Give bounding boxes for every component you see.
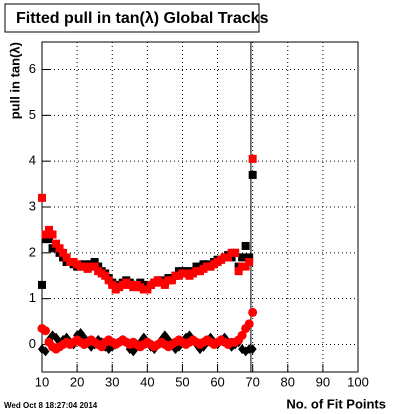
- marker: [62, 253, 71, 262]
- y-tick-label: 0: [29, 336, 36, 351]
- x-tick-label: 30: [105, 374, 119, 389]
- marker: [245, 258, 254, 266]
- y-axis-label: pull in tan(λ): [7, 42, 22, 119]
- marker: [248, 344, 257, 355]
- y-tick-label: 6: [29, 61, 36, 76]
- marker: [224, 253, 233, 262]
- marker: [237, 330, 247, 340]
- x-tick-label: 50: [175, 374, 189, 389]
- marker: [245, 253, 254, 262]
- marker: [104, 276, 113, 285]
- y-tick-label: 4: [29, 153, 36, 168]
- marker: [231, 248, 240, 257]
- y-tick-label: 5: [29, 107, 36, 122]
- x-tick-label: 90: [316, 374, 330, 389]
- marker: [38, 193, 46, 202]
- x-tick-label: 80: [281, 374, 295, 389]
- marker: [41, 346, 50, 357]
- marker: [108, 280, 117, 289]
- marker: [167, 276, 176, 285]
- marker: [234, 267, 243, 276]
- marker: [143, 285, 152, 294]
- marker: [101, 271, 110, 280]
- marker: [45, 225, 54, 234]
- marker: [248, 170, 257, 179]
- marker: [52, 239, 61, 248]
- title-box: [4, 3, 260, 33]
- marker: [41, 230, 50, 239]
- x-tick-label: 60: [210, 374, 224, 389]
- marker: [241, 262, 250, 271]
- y-tick-label: 3: [29, 198, 36, 213]
- marker: [248, 307, 258, 317]
- marker: [41, 326, 51, 336]
- marker: [38, 280, 46, 289]
- marker: [90, 262, 99, 271]
- marker: [244, 319, 254, 329]
- y-tick-label: 2: [29, 244, 36, 259]
- x-tick-label: 20: [70, 374, 84, 389]
- marker: [48, 230, 57, 239]
- marker: [241, 241, 250, 250]
- marker: [160, 280, 169, 289]
- y-tick-label: 1: [29, 290, 36, 305]
- x-tick-label: 40: [140, 374, 154, 389]
- marker: [59, 248, 68, 257]
- timestamp: Wed Oct 8 18:27:04 2014: [4, 401, 98, 410]
- x-tick-label: 10: [35, 374, 49, 389]
- marker: [238, 253, 247, 262]
- x-tick-label: 100: [347, 374, 369, 389]
- marker: [90, 258, 99, 266]
- marker: [248, 154, 257, 163]
- marker: [45, 235, 54, 244]
- marker: [55, 244, 64, 253]
- chart-title: Fitted pull in tan(λ) Global Tracks: [16, 10, 269, 27]
- x-axis-label: No. of Fit Points: [286, 396, 386, 411]
- x-tick-label: 70: [245, 374, 259, 389]
